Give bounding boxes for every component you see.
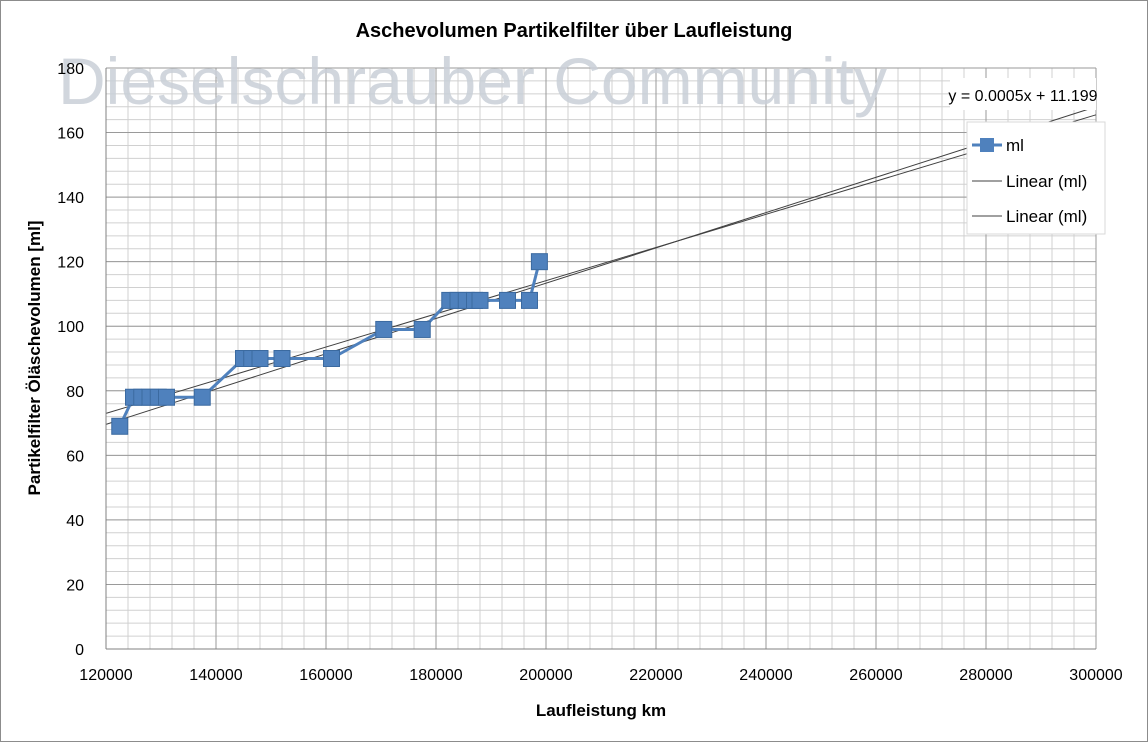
data-point-ml	[375, 320, 393, 338]
y-tick-labels: 0 20 40 60 80 100 120 140 160 180	[57, 61, 84, 659]
chart-title: Aschevolumen Partikelfilter über Lauflei…	[356, 20, 793, 42]
y-tick-label: 40	[66, 513, 84, 530]
x-tick-label: 220000	[629, 667, 682, 684]
major-gridlines	[105, 67, 1097, 650]
trendline-equation-box	[950, 78, 1096, 110]
legend-label-linear-1: Linear (ml)	[1006, 172, 1087, 191]
y-axis-title: Partikelfilter Öläschevolumen [ml]	[25, 221, 44, 496]
legend-marker-ml	[980, 138, 994, 152]
data-point-ml	[471, 291, 489, 309]
data-point-ml	[499, 291, 516, 309]
data-point-ml	[193, 388, 211, 406]
y-tick-label: 140	[57, 190, 84, 207]
y-tick-label: 100	[57, 319, 84, 336]
y-tick-label: 180	[57, 61, 84, 78]
x-tick-label: 180000	[409, 667, 462, 684]
legend-label-ml: ml	[1006, 136, 1024, 155]
x-tick-label: 260000	[849, 667, 902, 684]
y-tick-label: 80	[66, 384, 84, 401]
data-point-ml	[251, 350, 269, 367]
minor-gridlines	[105, 67, 1097, 650]
axes	[105, 68, 1096, 650]
x-tick-label: 160000	[299, 667, 352, 684]
x-tick-label: 140000	[189, 667, 242, 684]
y-tick-label: 160	[57, 126, 84, 143]
trendline-linear	[105, 114, 1097, 414]
x-tick-label: 240000	[739, 667, 792, 684]
x-axis-title: Laufleistung km	[536, 701, 666, 720]
y-tick-label: 20	[66, 577, 84, 594]
x-tick-label: 200000	[519, 667, 572, 684]
legend-label-linear-2: Linear (ml)	[1006, 207, 1087, 226]
data-series	[111, 253, 548, 435]
y-tick-label: 120	[57, 255, 84, 272]
x-tick-label: 120000	[79, 667, 132, 684]
y-tick-label: 0	[75, 642, 84, 659]
data-point-ml	[323, 350, 340, 367]
legend: ml Linear (ml) Linear (ml)	[966, 121, 1106, 235]
data-point-ml	[111, 417, 129, 435]
x-tick-labels: 120000 140000 160000 180000 200000 220000 2400…	[79, 667, 1122, 684]
data-point-ml	[273, 350, 291, 367]
data-point-ml	[521, 291, 538, 309]
trendlines	[105, 106, 1097, 425]
x-tick-label: 300000	[1069, 667, 1122, 684]
x-tick-label: 280000	[959, 667, 1012, 684]
data-point-ml	[158, 388, 175, 406]
watermark-text: Dieselschrauber Community	[58, 44, 887, 118]
series-line-ml	[118, 261, 541, 427]
data-point-ml	[530, 253, 548, 271]
trendline-linear	[105, 106, 1097, 425]
data-point-ml	[413, 320, 431, 338]
trendline-equation: y = 0.0005x + 11.199	[948, 88, 1097, 105]
y-tick-label: 60	[66, 448, 84, 465]
